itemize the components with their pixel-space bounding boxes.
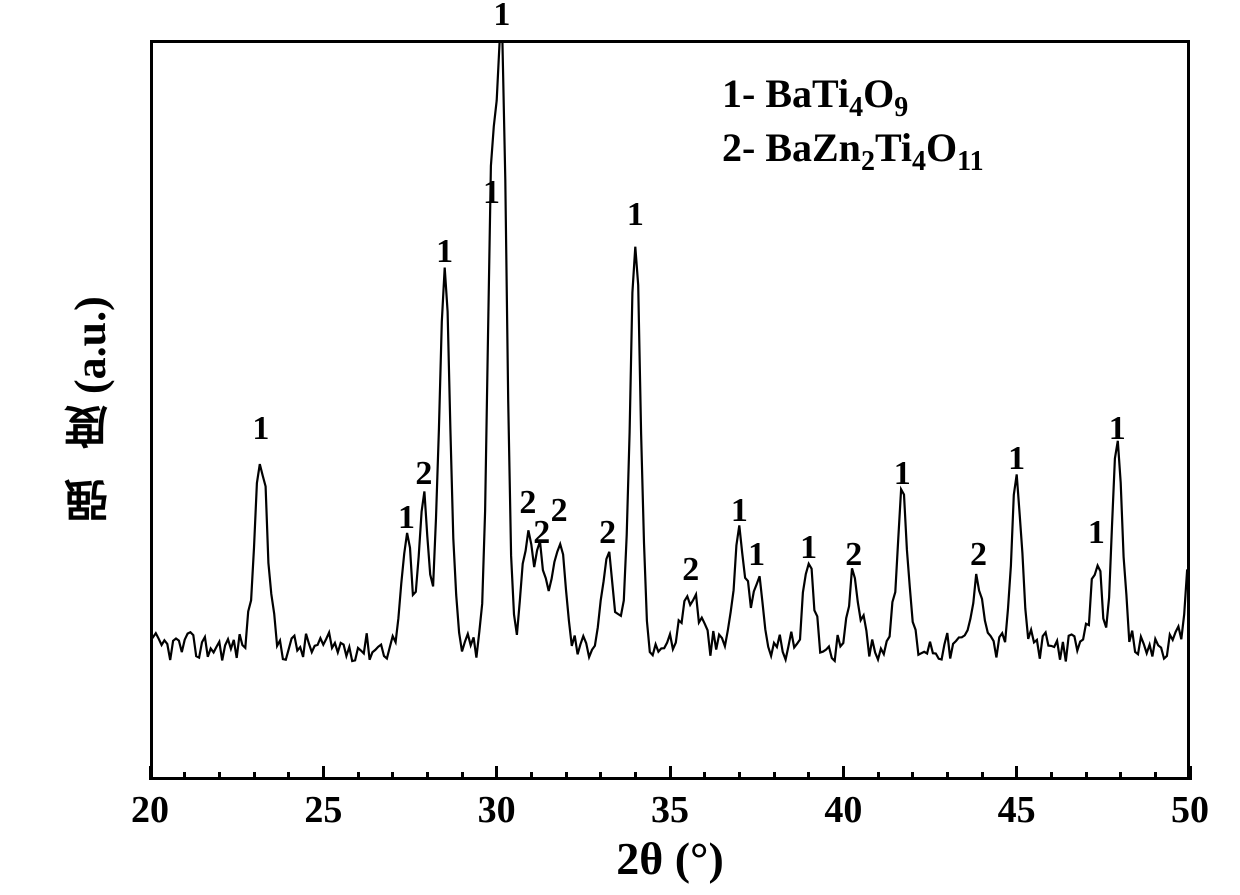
peak-label: 1	[1088, 514, 1105, 552]
peak-label: 2	[599, 514, 616, 552]
peak-label: 1	[493, 0, 510, 34]
xrd-figure: 强度 (a.u.) 2θ (°) 1- BaTi4O92- BaZn2Ti4O1…	[0, 0, 1240, 895]
peak-label: 2	[551, 492, 568, 530]
peak-label: 2	[415, 455, 432, 493]
peak-label: 1	[398, 499, 415, 537]
xrd-series	[0, 0, 1240, 895]
peak-label: 2	[845, 536, 862, 574]
peak-label: 1	[483, 174, 500, 212]
peak-label: 1	[252, 410, 269, 448]
peak-label: 1	[800, 529, 817, 567]
peak-label: 1	[627, 196, 644, 234]
peak-label: 1	[894, 455, 911, 493]
peak-label: 1	[748, 536, 765, 574]
peak-label: 2	[533, 514, 550, 552]
peak-label: 1	[436, 233, 453, 271]
peak-label: 1	[731, 492, 748, 530]
peak-label: 1	[1109, 410, 1126, 448]
peak-label: 2	[970, 536, 987, 574]
peak-label: 2	[682, 551, 699, 589]
peak-label: 1	[1008, 440, 1025, 478]
